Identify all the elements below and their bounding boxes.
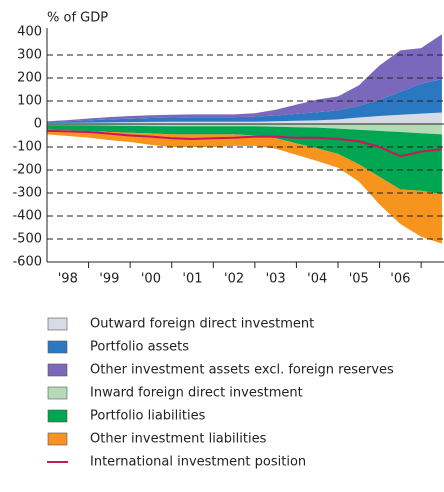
x-tick-label: '03 (266, 272, 286, 287)
y-tick-label: -100 (12, 140, 42, 155)
legend-label: Portfolio assets (90, 340, 189, 355)
x-tick-label: '00 (141, 272, 161, 287)
area (47, 112, 442, 124)
legend-symbol (47, 363, 68, 377)
area (47, 34, 442, 122)
y-tick-label: 300 (17, 48, 42, 63)
y-tick-label: 200 (17, 71, 42, 86)
y-tick-label: -600 (12, 255, 42, 270)
area (47, 129, 442, 244)
area (47, 124, 442, 135)
x-tick-label: '05 (349, 272, 369, 287)
line (46, 129, 443, 158)
y-tick-label: 100 (17, 94, 42, 109)
y-tick-label: -300 (12, 186, 42, 201)
legend-symbol (47, 317, 68, 331)
legend-label: Other investment liabilities (90, 432, 267, 447)
legend-symbol (47, 409, 68, 423)
x-tick-label: '99 (99, 272, 119, 287)
y-tick-label: -400 (12, 209, 42, 224)
x-tick-label: '02 (224, 272, 244, 287)
x-tick-label: '04 (307, 272, 327, 287)
legend-label: International investment position (90, 455, 306, 470)
x-tick-label: '98 (58, 272, 78, 287)
y-tick-label: 400 (17, 25, 42, 40)
legend-symbol (47, 386, 68, 400)
legend-label: Other investment assets excl. foreign re… (90, 363, 394, 378)
legend-symbol (47, 432, 68, 446)
legend-label: Outward foreign direct investment (90, 317, 314, 332)
y-tick-label: -500 (12, 232, 42, 247)
area (47, 125, 442, 195)
x-tick-label: '06 (390, 272, 410, 287)
y-tick-label: -200 (12, 163, 42, 178)
y-axis-title: % of GDP (47, 11, 108, 26)
y-tick-label: 0 (34, 117, 42, 132)
x-tick-label: '01 (182, 272, 202, 287)
legend-symbol (47, 340, 68, 354)
legend-label: Portfolio liabilities (90, 409, 206, 424)
area (47, 79, 442, 123)
legend-label: Inward foreign direct investment (90, 386, 303, 401)
legend: Outward foreign direct investment Portfol… (47, 317, 394, 470)
